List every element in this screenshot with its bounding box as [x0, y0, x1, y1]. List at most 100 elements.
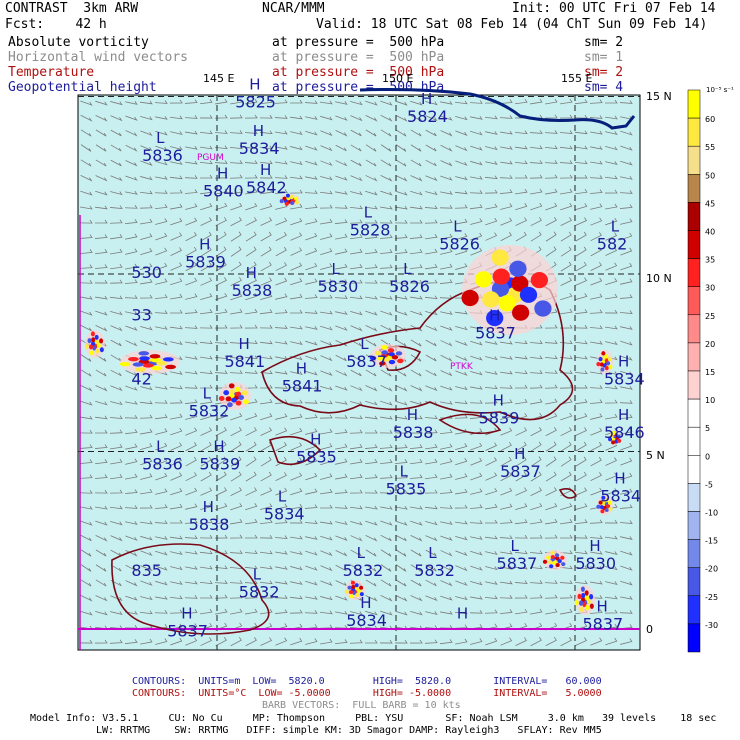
- wind-barb: [304, 414, 318, 420]
- wind-barb: [379, 264, 393, 269]
- vorticity-blob: [574, 585, 595, 615]
- wind-barb: [109, 474, 123, 480]
- wind-barb: [545, 456, 557, 467]
- wind-barb: [604, 385, 618, 390]
- wind-barb: [589, 175, 603, 179]
- wind-barb: [365, 564, 377, 572]
- wind-barb: [170, 203, 183, 210]
- wind-barb: [140, 520, 153, 525]
- wind-barb: [170, 442, 183, 451]
- valid-time: Valid: 18 UTC Sat 08 Feb 14 (04 ChT Sun …: [316, 17, 708, 32]
- wind-barb: [155, 247, 168, 256]
- colorbar-tick-label: 50: [705, 171, 715, 180]
- wind-barb: [200, 565, 213, 570]
- wind-barb: [575, 565, 588, 570]
- center-name: NCAR/MMM: [262, 1, 325, 16]
- wind-barb: [379, 280, 393, 284]
- wind-barb: [529, 534, 543, 539]
- wind-barb: [440, 610, 453, 615]
- wind-barb: [455, 310, 468, 315]
- wind-barb: [410, 339, 422, 347]
- barb-vectors-info: BARB VECTORS: FULL BARB = 10 kts: [262, 700, 461, 711]
- wind-barb: [199, 534, 213, 539]
- wind-barb: [530, 608, 543, 615]
- wind-barb: [515, 608, 528, 615]
- wind-barb: [244, 550, 258, 554]
- wind-barb: [395, 369, 407, 377]
- wind-barb: [559, 580, 573, 584]
- wind-barb: [380, 610, 393, 616]
- wind-barb: [380, 190, 393, 196]
- wind-barb: [380, 595, 393, 602]
- wind-barb: [605, 341, 618, 346]
- wind-barb: [95, 595, 108, 602]
- wind-barb: [290, 278, 303, 286]
- wind-barb: [185, 472, 197, 482]
- wind-barb: [200, 503, 213, 510]
- wind-barb: [575, 503, 588, 510]
- vorticity-blob: [84, 330, 105, 358]
- height-center-marker: H: [213, 438, 224, 456]
- wind-barb: [455, 520, 468, 525]
- wind-barb: [574, 130, 588, 135]
- wind-barb: [110, 579, 122, 587]
- wind-barb: [395, 579, 407, 587]
- wind-barb: [320, 248, 333, 256]
- wind-barb: [125, 400, 138, 405]
- wind-barb: [394, 429, 408, 434]
- wind-barb: [620, 595, 633, 600]
- model-info-line2: LW: RRTMG SW: RRTMG DIFF: simple KM: 3D …: [96, 725, 602, 736]
- wind-barb: [455, 580, 468, 586]
- colorbar-tick-label: 45: [705, 199, 715, 208]
- wind-barb: [560, 412, 573, 421]
- wind-barb: [170, 232, 183, 241]
- height-value-label: 5835: [296, 448, 337, 467]
- wind-barb: [170, 247, 183, 256]
- height-center-marker: H: [514, 445, 525, 463]
- wind-barb: [290, 356, 303, 361]
- wind-barb: [245, 471, 257, 482]
- colorbar-segment: [687, 174, 701, 203]
- wind-barb: [140, 550, 153, 557]
- wind-barb: [290, 413, 303, 420]
- wind-barb: [305, 160, 318, 166]
- wind-barb: [335, 385, 348, 391]
- wind-barb: [530, 637, 542, 647]
- wind-barb: [395, 505, 408, 510]
- wind-barb: [80, 114, 93, 122]
- wind-barb: [395, 610, 408, 616]
- wind-barb: [364, 249, 378, 255]
- wind-barb: [245, 398, 258, 405]
- wind-barb: [244, 594, 258, 599]
- wind-barb: [499, 609, 513, 615]
- wind-barb: [320, 580, 333, 586]
- wind-barb: [230, 608, 243, 615]
- wind-barb: [215, 217, 227, 227]
- wind-barb: [409, 444, 423, 449]
- height-center-marker: H: [589, 537, 600, 555]
- temperature-contour: [558, 488, 577, 499]
- wind-barb: [425, 369, 437, 377]
- wind-barb: [425, 520, 438, 526]
- wind-barb: [230, 487, 242, 496]
- colorbar-tick-label: 20: [705, 340, 715, 349]
- height-value-label: 5834: [346, 611, 387, 630]
- coastline: [359, 88, 636, 130]
- wind-barb: [619, 504, 633, 509]
- wind-barb: [199, 594, 213, 599]
- wind-barb: [169, 189, 183, 194]
- wind-barb: [350, 354, 362, 362]
- wind-barb: [110, 520, 123, 526]
- height-center-marker: H: [249, 76, 260, 94]
- wind-barb: [365, 415, 378, 420]
- wind-barb: [410, 595, 423, 602]
- wind-barb: [95, 369, 107, 377]
- wind-barb: [335, 325, 348, 331]
- wind-barb: [305, 488, 318, 495]
- wind-barb: [455, 457, 468, 466]
- wind-barb: [94, 234, 108, 239]
- wind-barb: [290, 535, 303, 540]
- wind-barb: [574, 324, 588, 329]
- height-center-marker: L: [203, 384, 212, 402]
- wind-barb: [200, 277, 213, 286]
